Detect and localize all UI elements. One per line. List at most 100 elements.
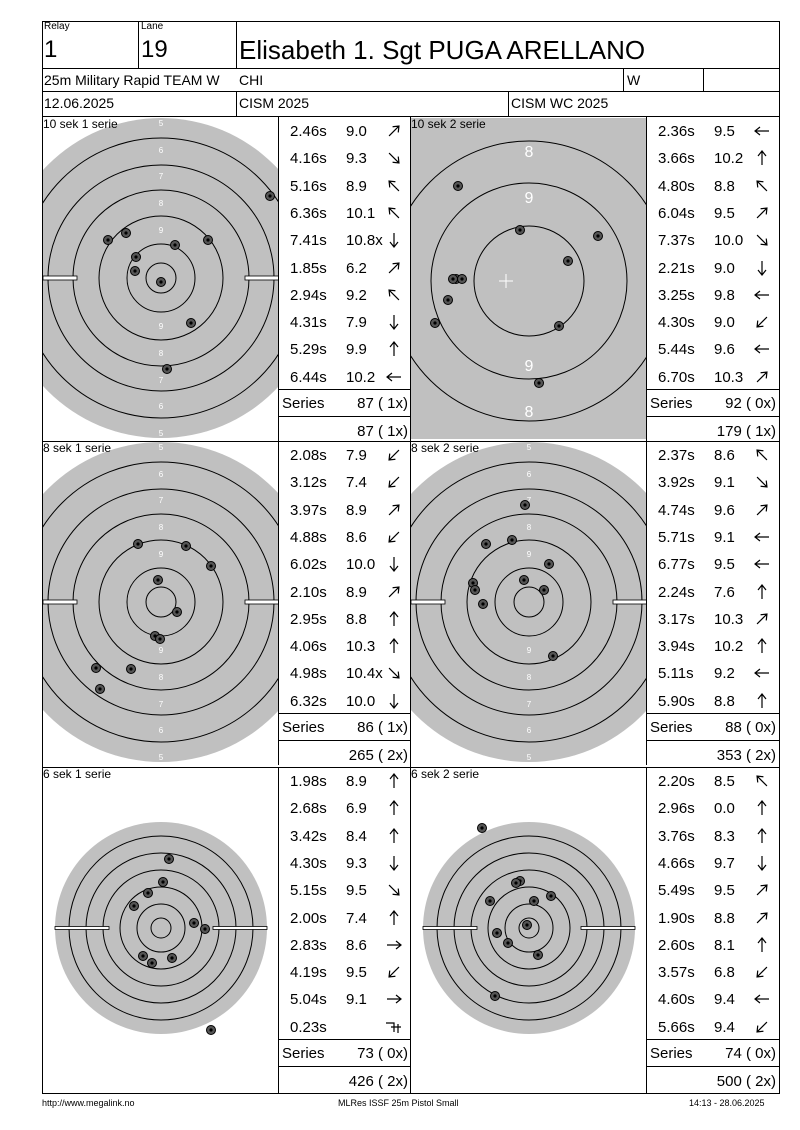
shot-hole-center [159,280,163,284]
shot-value: 10.0 [714,232,744,250]
panel-title: 6 sek 2 serie [411,767,480,781]
shot-value: 9.3 [346,150,367,168]
ring-number: 7 [159,172,164,181]
shot-row: 3.17s 10.3 [647,606,779,633]
target-ring [411,461,647,743]
athlete-name: Elisabeth 1. Sgt PUGA ARELLANO [239,35,646,65]
footer-url[interactable]: http://www.megalink.no [42,1098,135,1108]
ring-number: 7 [159,496,164,505]
shot-time: 5.11s [658,665,694,683]
shot-row: 2.21s 9.0 [647,255,779,282]
shot-row: 6.04s 9.5 [647,200,779,227]
ring-number: 8 [159,199,164,208]
shot-time: 2.60s [658,936,695,954]
shot-value: 9.9 [346,341,367,359]
shot-value: 7.6 [714,583,735,601]
competition-full: CISM WC 2025 [511,95,609,111]
shot-direction-arrow-icon [389,827,399,843]
ring-number: 5 [159,119,164,128]
shot-value: 9.3 [346,854,367,872]
ring-number: 6 [527,470,532,479]
shot-hole-center [98,687,102,691]
target-ring [145,586,177,618]
shot-time: 1.85s [290,259,327,277]
shot-time: 4.30s [290,854,327,872]
shot-hole-center [506,941,510,945]
shot-value: 8.9 [346,773,367,790]
arrow-glyph [757,827,767,843]
shot-direction-arrow-icon [756,884,768,896]
arrow-glyph [387,994,402,1004]
shot-hole-center [551,654,555,658]
shot-row: 0.23s [279,1014,411,1041]
shot-time: 2.21s [658,259,695,277]
shot-time: 7.37s [658,232,695,250]
shot-time: 2.08s [290,447,327,464]
shot-row: 4.19s 9.5 [279,959,411,986]
arrow-glyph [388,289,400,301]
shot-direction-arrow-icon [756,613,768,625]
shot-direction-arrow-icon [754,559,769,569]
target-side-bar [244,275,279,281]
arrow-glyph [757,800,767,816]
target-ring [430,182,628,380]
shot-value: 10.2 [714,150,744,168]
divider [647,1039,779,1040]
shot-direction-arrow-icon [756,911,768,923]
shot-value: 10.3 [714,368,744,386]
target-ring [43,461,279,743]
arrow-glyph [389,773,399,788]
target-side-bar [580,926,636,930]
series-score: 74 ( 0x) [725,1045,776,1062]
shot-value: 9.5 [714,882,735,900]
shot-value: 9.0 [714,314,735,332]
center-cross [499,274,513,288]
shot-time: 4.31s [290,314,327,332]
shot-time: 3.92s [658,474,695,492]
running-total: 265 ( 2x) [348,747,408,764]
shot-direction-arrow-icon [757,583,767,599]
shot-hole-center [167,857,171,861]
target-ring [504,903,554,953]
shot-time: 5.44s [658,341,695,359]
shot-direction-arrow-icon [388,449,400,461]
shot-hole-center [209,1028,213,1032]
shot-hole-center [192,921,196,925]
shot-time: 7.41s [290,232,327,250]
country-code: CHI [239,72,264,88]
ring-number: 9 [159,226,164,235]
shot-direction-arrow-icon [754,532,769,542]
shot-hole-center [522,578,526,582]
target-side-bar [244,599,279,605]
divider [278,117,279,441]
divider [646,117,647,441]
arrow-glyph [389,693,399,709]
shot-value: 8.8 [714,177,735,195]
ring-number: 5 [159,753,164,762]
shot-hole-center [460,277,464,281]
target-face: 5 6 7 8 9 9 8 7 6 5 [43,118,279,438]
shot-row: 2.68s 6.9 [279,795,411,822]
ring-number: 9 [527,646,532,655]
arrow-glyph [386,372,401,382]
shot-direction-arrow-icon [389,233,399,249]
shot-hole-center [136,542,140,546]
ring-number: 9 [159,322,164,331]
divider [279,1039,411,1040]
shot-row: 5.49s 9.5 [647,877,779,904]
shot-value: 9.5 [346,882,367,900]
shot-row: 3.94s 10.2 [647,633,779,660]
target-ring [513,586,545,618]
shot-time: 5.49s [658,882,695,900]
shot-hole-center [209,564,213,568]
shot-value: 10.3 [346,638,376,656]
target-side-bar [212,926,268,930]
arrow-glyph [388,125,400,137]
target-side-bar [612,599,647,605]
shot-time: 5.66s [658,1018,695,1036]
shot-row: 3.66s 10.2 [647,145,779,172]
shot-value: 9.1 [714,528,735,546]
marker-glyph [386,1022,401,1033]
shot-time: 5.90s [658,692,695,710]
shot-value: 9.2 [714,665,735,683]
